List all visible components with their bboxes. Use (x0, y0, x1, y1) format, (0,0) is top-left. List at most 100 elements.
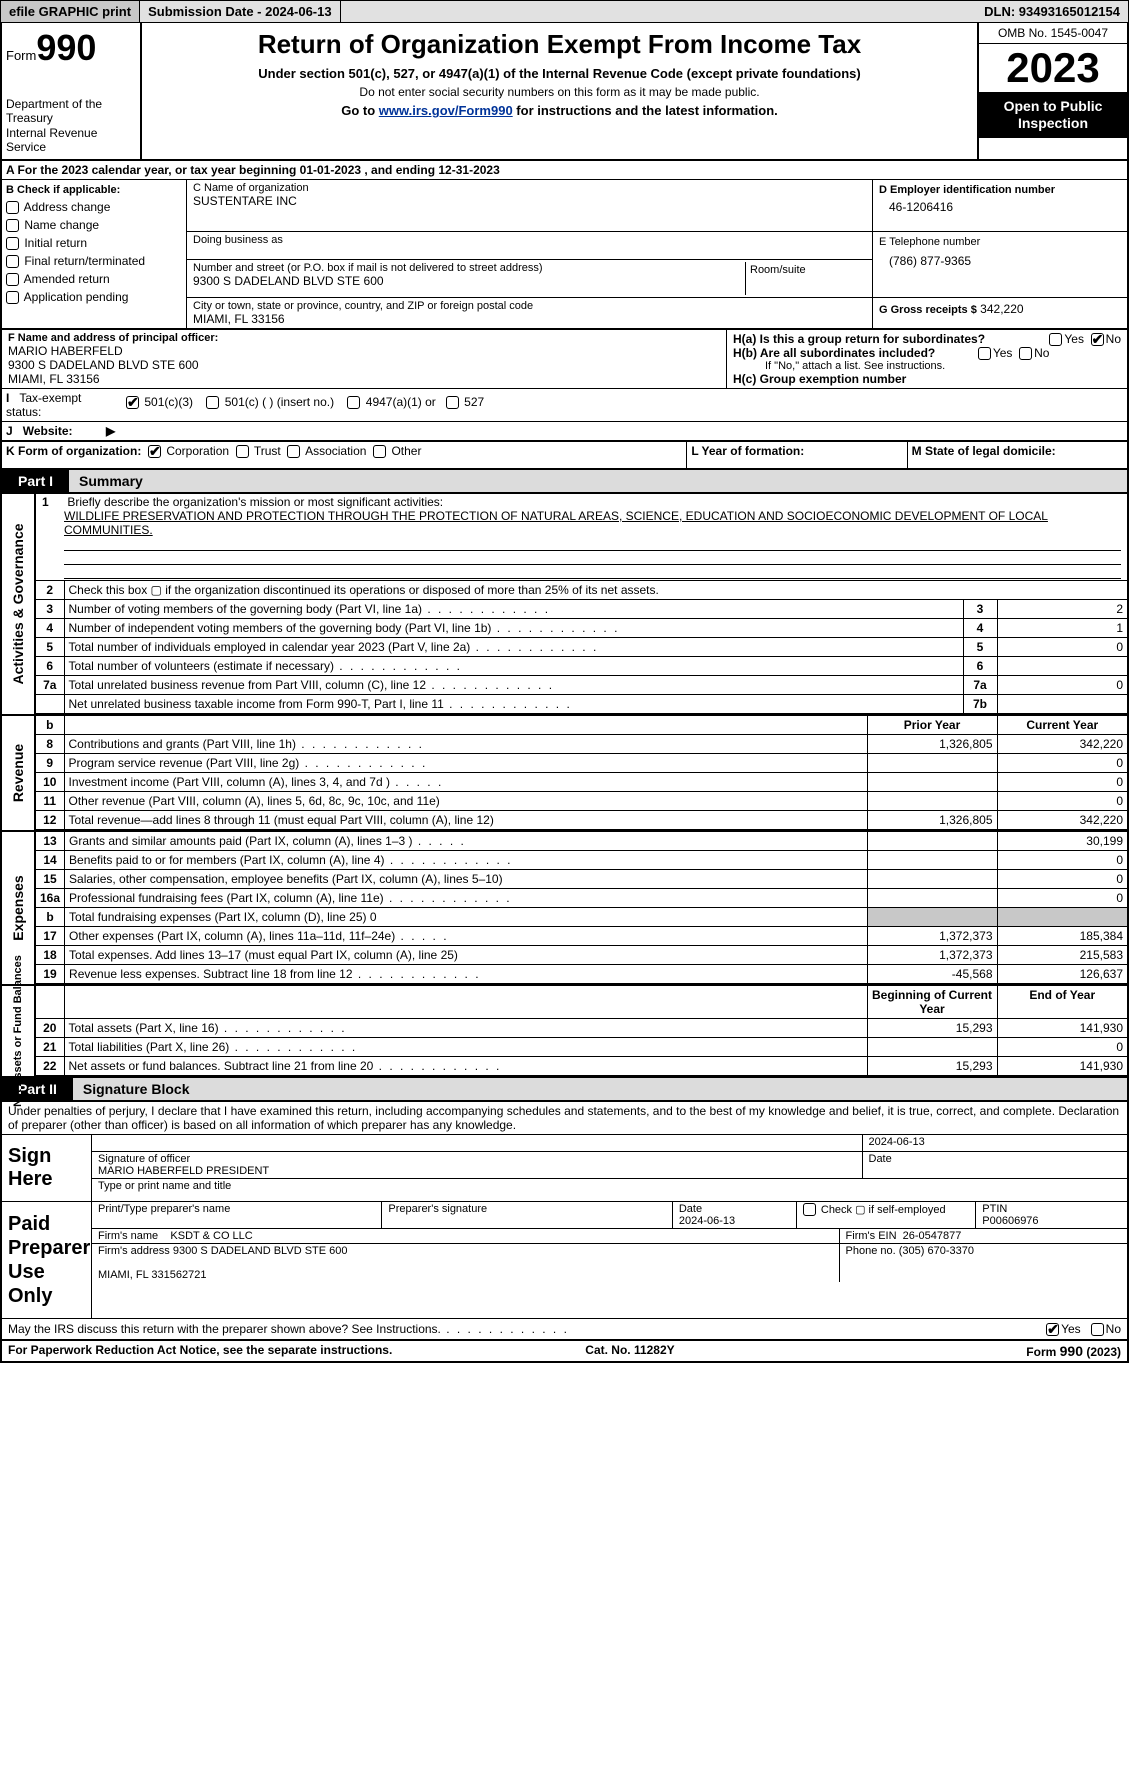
p8: 1,326,805 (867, 734, 997, 753)
page-footer: For Paperwork Reduction Act Notice, see … (0, 1341, 1129, 1363)
chk-527[interactable] (446, 396, 459, 409)
form-990-number: 990 (36, 27, 96, 68)
sig-officer-label: Signature of officer (98, 1153, 856, 1165)
opt-other: Other (391, 444, 421, 458)
ha-row: H(a) Is this a group return for subordin… (733, 332, 1121, 346)
opt-assoc: Association (305, 444, 366, 458)
dln-label: DLN: 93493165012154 (976, 1, 1128, 22)
no-label: No (1106, 332, 1121, 346)
rev-table: bPrior YearCurrent Year 8Contributions a… (36, 716, 1127, 830)
opt-501c: 501(c) ( ) (insert no.) (225, 395, 334, 409)
expenses-block: Expenses 13Grants and similar amounts pa… (0, 832, 1129, 986)
phone-label: Phone no. (846, 1245, 896, 1257)
prep-name-label: Print/Type preparer's name (92, 1202, 382, 1228)
chk-self-employed[interactable] (803, 1203, 816, 1216)
p9 (867, 753, 997, 772)
hb-no-chk[interactable] (1019, 347, 1032, 360)
chk-amended-return[interactable]: Amended return (6, 270, 182, 288)
city-state-zip: MIAMI, FL 33156 (193, 312, 866, 326)
ha-no-chk[interactable] (1091, 333, 1104, 346)
chk-4947[interactable] (347, 396, 360, 409)
mission-section: 1 Briefly describe the organization's mi… (36, 494, 1127, 580)
p12: 1,326,805 (867, 810, 997, 829)
part-1-label: Part I (2, 470, 69, 492)
sign-here-row: Sign Here 2024-06-13 Signature of office… (2, 1135, 1127, 1202)
val-3: 2 (997, 599, 1127, 618)
chk-assoc[interactable] (287, 445, 300, 458)
header-left: Form990 Department of the Treasury Inter… (2, 23, 142, 159)
ha-yes-chk[interactable] (1049, 333, 1062, 346)
irs-yes: Yes (1061, 1322, 1081, 1336)
chk-trust[interactable] (236, 445, 249, 458)
ptin-value: P00606976 (982, 1215, 1038, 1227)
p16a (867, 888, 997, 907)
form-subtitle: Under section 501(c), 527, or 4947(a)(1)… (152, 66, 967, 81)
p14 (867, 850, 997, 869)
addr-change-label: Address change (24, 200, 111, 214)
c13: 30,199 (997, 832, 1127, 851)
vtab-rev-label: Revenue (10, 743, 26, 801)
chk-501c3[interactable] (126, 396, 139, 409)
prep-date-label: Date (679, 1203, 702, 1215)
chk-name-change[interactable]: Name change (6, 216, 182, 234)
c16a: 0 (997, 888, 1127, 907)
section-bcd: B Check if applicable: Address change Na… (0, 180, 1129, 330)
line-17: Other expenses (Part IX, column (A), lin… (65, 926, 867, 945)
department-label: Department of the Treasury Internal Reve… (6, 97, 136, 155)
paid-preparer-row: Paid Preparer Use Only Print/Type prepar… (2, 1202, 1127, 1319)
ptin-label: PTIN (982, 1203, 1007, 1215)
ha-label: H(a) Is this a group return for subordin… (733, 332, 985, 346)
chk-final-return[interactable]: Final return/terminated (6, 252, 182, 270)
open-public-badge: Open to Public Inspection (979, 92, 1127, 138)
column-d: D Employer identification number 46-1206… (872, 180, 1127, 328)
b22: 15,293 (867, 1056, 997, 1075)
officer-label: F Name and address of principal officer: (8, 332, 720, 344)
chk-501c[interactable] (206, 396, 219, 409)
chk-address-change[interactable]: Address change (6, 198, 182, 216)
perjury-text: Under penalties of perjury, I declare th… (2, 1102, 1127, 1135)
e21: 0 (997, 1037, 1127, 1056)
irs-discuss-row: May the IRS discuss this return with the… (2, 1319, 1127, 1339)
vtab-rev: Revenue (2, 716, 36, 830)
gross-label: G Gross receipts $ (879, 304, 977, 316)
vtab-exp-label: Expenses (10, 875, 26, 940)
val-7a: 0 (997, 675, 1127, 694)
c8: 342,220 (997, 734, 1127, 753)
chk-corp[interactable] (148, 445, 161, 458)
efile-print-button[interactable]: efile GRAPHIC print (1, 1, 140, 22)
val-7b (997, 694, 1127, 713)
opt-corp: Corporation (166, 444, 229, 458)
chk-app-pending[interactable]: Application pending (6, 288, 182, 306)
website-arrow: ▶ (102, 422, 119, 440)
self-emp-label: Check ▢ if self-employed (821, 1204, 946, 1216)
signature-block: Under penalties of perjury, I declare th… (0, 1102, 1129, 1341)
c19: 126,637 (997, 964, 1127, 983)
chk-other[interactable] (373, 445, 386, 458)
sign-here-label: Sign Here (2, 1135, 92, 1201)
ssn-warning: Do not enter social security numbers on … (152, 85, 967, 99)
irs-yes-chk[interactable] (1046, 1323, 1059, 1336)
ein-value: 46-1206416 (879, 196, 1121, 218)
yes-label2: Yes (993, 346, 1013, 360)
gross-value: 342,220 (980, 302, 1023, 316)
form-header: Form990 Department of the Treasury Inter… (0, 23, 1129, 161)
hb-note: If "No," attach a list. See instructions… (733, 360, 1121, 372)
line-7b: Net unrelated business taxable income fr… (64, 694, 963, 713)
vtab-gov: Activities & Governance (2, 494, 36, 714)
hb-yes-chk[interactable] (978, 347, 991, 360)
street-address: 9300 S DADELAND BLVD STE 600 (193, 274, 745, 288)
line-13: Grants and similar amounts paid (Part IX… (65, 832, 867, 851)
irs-no-chk[interactable] (1091, 1323, 1104, 1336)
val-4: 1 (997, 618, 1127, 637)
opt-527: 527 (464, 395, 484, 409)
firm-name-label: Firm's name (98, 1230, 158, 1242)
part-1-title: Summary (69, 470, 1127, 492)
irs-link[interactable]: www.irs.gov/Form990 (379, 103, 513, 118)
b21 (867, 1037, 997, 1056)
line-a: A For the 2023 calendar year, or tax yea… (0, 161, 1129, 180)
org-name: SUSTENTARE INC (193, 194, 866, 208)
chk-initial-return[interactable]: Initial return (6, 234, 182, 252)
firm-ein-label: Firm's EIN (846, 1230, 897, 1242)
tel-value: (786) 877-9365 (879, 248, 1121, 274)
line-3: Number of voting members of the governin… (64, 599, 963, 618)
